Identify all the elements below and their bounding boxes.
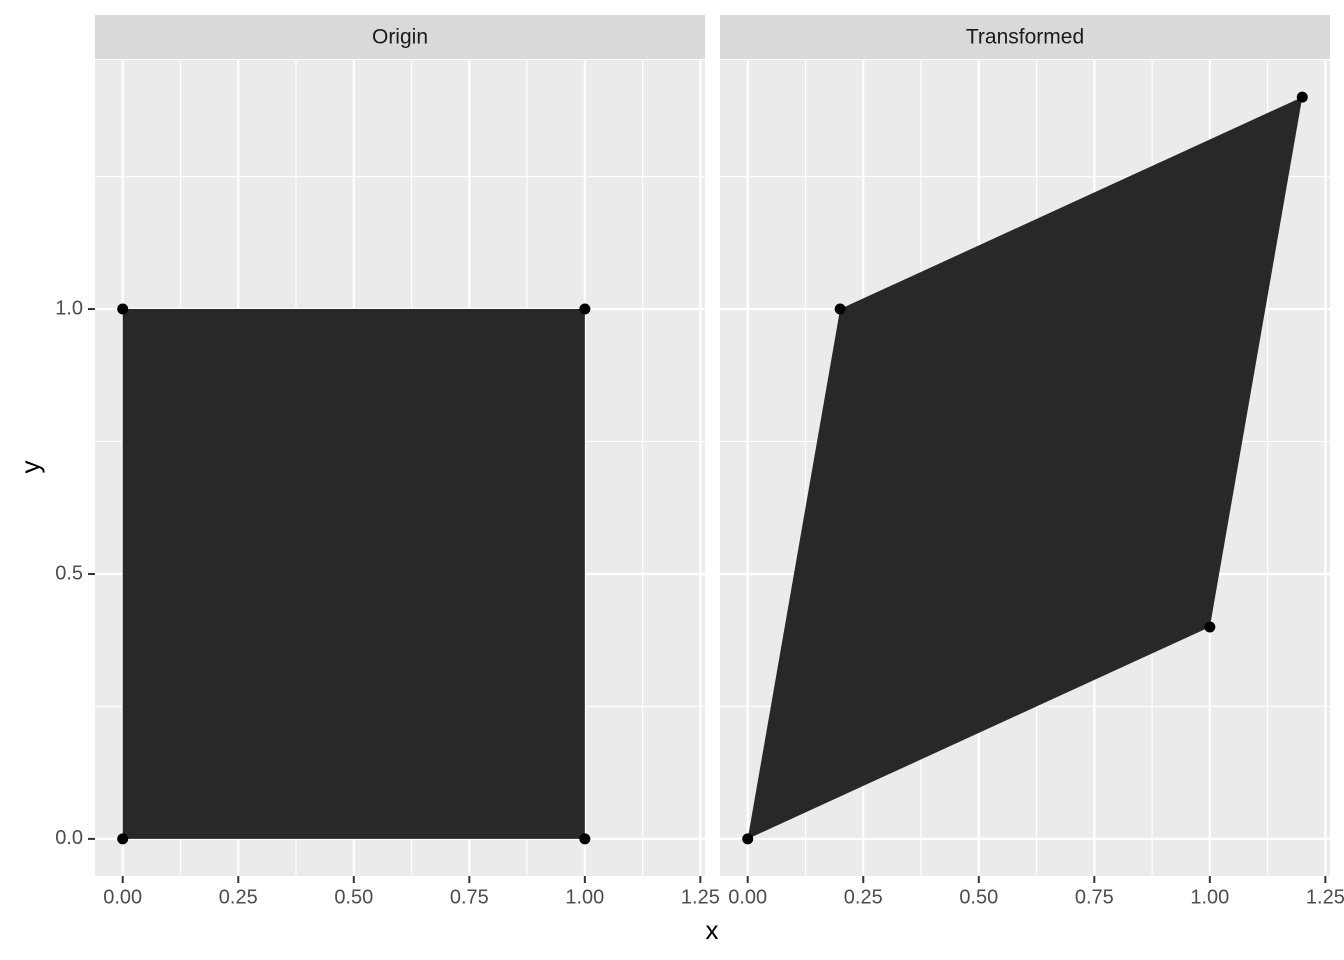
point — [117, 303, 129, 315]
x-tick-label: 0.25 — [219, 886, 258, 908]
point — [579, 303, 591, 315]
x-tick-label: 0.75 — [1075, 886, 1114, 908]
point — [834, 303, 846, 315]
shape — [747, 97, 1303, 839]
x-tick-label: 0.75 — [450, 886, 489, 908]
x-tick-label: 1.25 — [681, 886, 720, 908]
point — [579, 833, 591, 845]
point — [1204, 621, 1216, 633]
x-tick-label: 1.00 — [565, 886, 604, 908]
x-tick-label: 0.00 — [103, 886, 142, 908]
x-tick-label: 1.25 — [1306, 886, 1344, 908]
point — [117, 833, 129, 845]
shape — [122, 309, 585, 839]
x-tick-label: 0.50 — [334, 886, 373, 908]
strip — [95, 15, 705, 59]
x-tick-label: 0.25 — [844, 886, 883, 908]
x-tick-label: 1.00 — [1190, 886, 1229, 908]
x-tick-label: 0.50 — [959, 886, 998, 908]
point — [1296, 91, 1308, 103]
x-axis-title: x — [706, 915, 719, 945]
strip-label: Origin — [372, 26, 428, 49]
y-tick-label: 0.5 — [55, 562, 83, 584]
point — [742, 833, 754, 845]
y-axis-title: y — [15, 461, 45, 474]
strip-label: Transformed — [966, 26, 1084, 49]
strip — [720, 15, 1330, 59]
y-tick-label: 1.0 — [55, 297, 83, 319]
x-tick-label: 0.00 — [728, 886, 767, 908]
y-tick-label: 0.0 — [55, 827, 83, 849]
